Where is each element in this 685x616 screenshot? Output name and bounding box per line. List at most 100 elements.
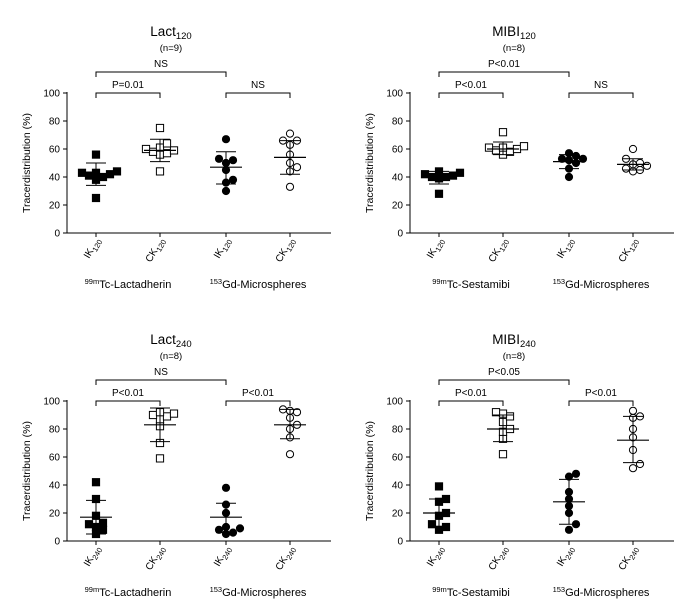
- data-point-square: [491, 146, 501, 155]
- tracer-label: 153Gd-Microspheres: [210, 277, 307, 291]
- significance-bracket: [568, 92, 634, 98]
- y-tick-label: 100: [43, 89, 60, 100]
- data-point-circle: [564, 525, 574, 534]
- tracer-label: 153Gd-Microspheres: [553, 277, 650, 291]
- data-point-circle: [628, 406, 638, 415]
- chart-title: MIBI240: [492, 332, 536, 350]
- chart-svg: Lact120(n=9) Tracerdistribution (%) 0 20 40 6…: [21, 24, 331, 291]
- data-point-square: [91, 193, 101, 203]
- significance-bracket: [568, 400, 634, 406]
- data-point-square: [155, 454, 165, 463]
- y-tick-label: 100: [386, 397, 403, 408]
- x-tick-label: IK120: [212, 236, 234, 262]
- chart-svg: MIBI240(n=8) Tracerdistribution (%) 0 20 40 6…: [364, 332, 674, 599]
- significance-label: NS: [154, 367, 168, 378]
- data-point-circle: [564, 172, 574, 182]
- data-point-circle: [578, 154, 588, 163]
- significance-label: P<0.01: [585, 388, 617, 399]
- chart-title: Lact120: [150, 24, 191, 42]
- significance-bracket: [95, 379, 227, 385]
- data-point-square: [91, 478, 101, 487]
- chart-lact-240: Lact240 (n=8) Tracerdistribution (%) 0 20 40 6…: [0, 308, 342, 616]
- data-point-square: [434, 189, 444, 198]
- data-point-circle: [628, 144, 638, 154]
- data-point-square: [148, 410, 158, 420]
- data-point-circle: [228, 156, 238, 165]
- x-tick-label: CK240: [144, 544, 168, 573]
- significance-bracket: [95, 92, 161, 98]
- x-tick-label: IK120: [82, 236, 104, 262]
- data-point-circle: [221, 483, 231, 492]
- tracer-label: 99mTc-Sestamibi: [432, 277, 510, 291]
- y-tick-label: 20: [49, 201, 61, 212]
- data-point-square: [448, 171, 458, 180]
- data-point-circle: [285, 182, 295, 191]
- x-tick-label: IK120: [425, 236, 447, 262]
- x-tick-label: CK120: [487, 236, 511, 265]
- data-point-circle: [221, 135, 231, 144]
- y-tick-label: 40: [392, 173, 404, 184]
- data-point-square: [491, 408, 501, 417]
- y-axis-label: Tracerdistribution (%): [21, 421, 33, 521]
- significance-bracket: [438, 92, 504, 98]
- significance-bracket: [95, 71, 227, 77]
- y-axis-label: Tracerdistribution (%): [364, 421, 376, 521]
- data-point-circle: [214, 154, 224, 163]
- chart-mibi-120: MIBI120 (n=8) Tracerdistribution (%) 0 20 40 6…: [343, 0, 685, 308]
- y-tick-label: 80: [392, 117, 404, 128]
- data-point-square: [162, 412, 172, 421]
- data-point-circle: [635, 459, 645, 469]
- data-point-circle: [285, 450, 295, 459]
- y-tick-label: 40: [392, 481, 404, 492]
- y-tick-label: 60: [49, 453, 61, 464]
- data-point-square: [420, 170, 430, 179]
- x-tick-label: IK240: [212, 544, 234, 570]
- y-axis-label: Tracerdistribution (%): [21, 113, 33, 213]
- y-tick-label: 0: [397, 229, 403, 240]
- y-tick-label: 80: [49, 117, 61, 128]
- y-tick-label: 80: [392, 425, 404, 436]
- data-point-square: [162, 139, 172, 148]
- data-point-circle: [235, 524, 245, 533]
- significance-label: NS: [594, 80, 608, 91]
- x-tick-label: IK240: [555, 544, 577, 570]
- data-point-square: [498, 450, 508, 459]
- x-tick-label: CK240: [487, 544, 511, 573]
- tracer-label: 99mTc-Lactadherin: [85, 585, 172, 599]
- data-point-square: [427, 520, 437, 529]
- significance-bracket: [438, 400, 504, 406]
- data-point-square: [505, 412, 515, 421]
- data-point-circle: [621, 164, 631, 173]
- significance-label: P<0.01: [488, 59, 520, 70]
- data-point-square: [169, 409, 179, 418]
- data-point-square: [155, 123, 165, 133]
- data-point-circle: [221, 186, 231, 196]
- y-tick-label: 40: [49, 481, 61, 492]
- significance-bracket: [225, 400, 291, 406]
- y-tick-label: 20: [392, 509, 404, 520]
- data-point-square: [498, 128, 508, 137]
- tracer-label: 153Gd-Microspheres: [210, 585, 307, 599]
- chart-mibi-240: MIBI240 (n=8) Tracerdistribution (%) 0 20 40 6…: [343, 308, 685, 616]
- data-point-circle: [642, 161, 652, 170]
- data-point-circle: [635, 158, 645, 168]
- chart-title: Lact240: [150, 332, 191, 350]
- data-point-circle: [228, 175, 238, 184]
- significance-label: P<0.01: [242, 388, 274, 399]
- y-tick-label: 60: [392, 453, 404, 464]
- data-point-square: [148, 147, 158, 156]
- data-point-square: [84, 520, 94, 529]
- x-tick-label: IK240: [82, 544, 104, 570]
- sample-size-label: (n=9): [160, 43, 182, 54]
- data-point-circle: [292, 163, 302, 172]
- y-tick-label: 0: [54, 537, 60, 548]
- significance-bracket: [438, 379, 570, 385]
- data-point-circle: [571, 158, 581, 168]
- data-point-square: [84, 171, 94, 180]
- chart-lact-120: Lact120 (n=9) Tracerdistribution (%) 0 20 40 6…: [0, 0, 342, 308]
- data-point-square: [91, 150, 101, 159]
- x-tick-label: CK120: [617, 236, 641, 265]
- significance-label: P<0.01: [112, 388, 144, 399]
- data-point-circle: [557, 154, 567, 163]
- sample-size-label: (n=8): [160, 351, 182, 362]
